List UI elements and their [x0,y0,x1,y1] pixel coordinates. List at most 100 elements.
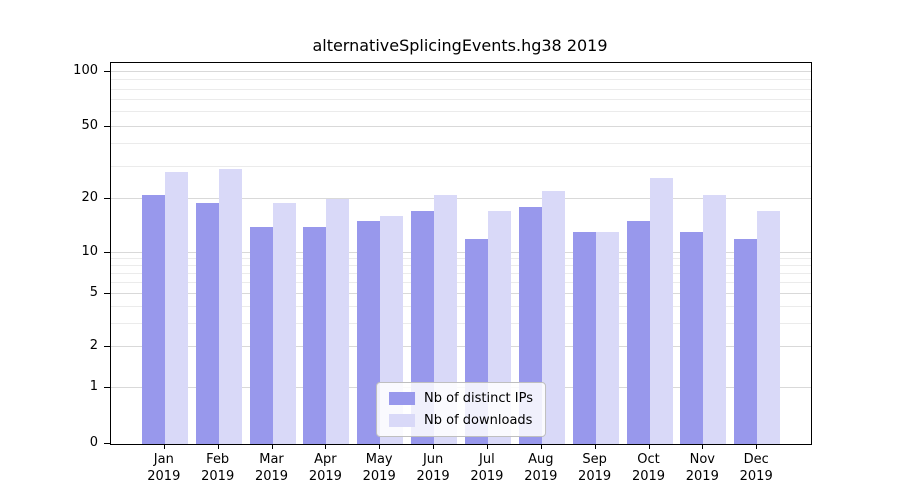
y-axis-tick-mark [104,252,110,253]
x-axis-tick-label-jul: Jul 2019 [452,451,522,485]
month-label: Jun [422,452,444,467]
y-axis-tick-mark [104,292,110,294]
bar-downloads-apr [326,198,350,444]
year-label: 2019 [524,469,558,484]
y-axis-tick-mark [104,346,110,348]
x-axis-tick-label-may: May 2019 [344,451,414,485]
year-label: 2019 [254,469,289,484]
minor-gridline [111,258,811,260]
y-axis-tick-mark [104,125,110,127]
x-axis-tick-label-mar: Mar 2019 [237,451,307,485]
x-axis-tick-mark [325,444,327,449]
x-axis-tick-mark [271,444,273,449]
x-axis-tick-label-dec: Dec 2019 [721,451,791,485]
x-axis-tick-label-feb: Feb 2019 [183,451,253,485]
legend-label: Nb of distinct IPs [424,391,533,406]
x-axis-tick-mark [648,444,650,449]
month-label: Dec [743,452,769,467]
y-axis-tick-mark [104,387,110,388]
legend-swatch-downloads [389,414,416,427]
legend-item-downloads: Nb of downloads [389,413,533,428]
major-gridline [111,71,811,72]
minor-gridline [111,272,811,274]
month-label: Mar [259,452,284,467]
major-gridline [111,125,811,127]
month-label: May [365,452,393,467]
year-label: 2019 [578,469,612,484]
major-gridline [111,346,811,348]
bar-downloads-jan [164,172,188,444]
y-axis-tick-label: 50 [81,117,98,133]
minor-gridline [111,111,811,113]
major-gridline [111,197,811,199]
x-axis-tick-label-oct: Oct 2019 [614,451,684,485]
year-label: 2019 [416,469,450,484]
plot-area: Nb of distinct IPs Nb of downloads [110,62,812,445]
x-axis-tick-mark [702,444,704,449]
month-label: Sep [582,452,607,467]
x-axis-tick-label-jan: Jan 2019 [129,451,199,485]
x-axis-tick-label-jun: Jun 2019 [398,451,468,485]
year-label: 2019 [739,469,773,484]
major-gridline [111,292,811,294]
bar-downloads-aug [541,191,565,444]
y-axis-tick-label: 20 [81,189,98,205]
y-axis-tick-label: 2 [89,338,98,354]
bar-ips-feb [195,202,219,444]
minor-gridline [111,305,811,307]
x-axis-tick-label-sep: Sep 2019 [560,451,630,485]
bar-downloads-sep [595,232,619,444]
bar-ips-may [357,221,381,444]
legend-label: Nb of downloads [424,413,533,428]
major-gridline [111,252,811,253]
x-axis-tick-mark [540,444,542,449]
bar-downloads-dec [757,211,781,444]
bar-ips-nov [680,232,704,444]
bar-downloads-feb [218,169,242,444]
legend-swatch-ips [389,392,416,405]
x-axis-tick-mark [756,444,758,449]
minor-gridline [111,99,811,100]
x-axis-tick-label-nov: Nov 2019 [667,451,737,485]
bar-ips-dec [734,238,758,444]
legend-item-ips: Nb of distinct IPs [389,391,533,406]
y-axis-tick-label: 1 [89,379,98,394]
minor-gridline [111,322,811,324]
minor-gridline [111,281,811,283]
bar-downloads-jun [434,194,458,444]
minor-gridline [111,88,811,90]
month-label: Jan [153,452,174,467]
month-label: Apr [314,452,337,467]
x-axis-tick-mark [433,444,435,449]
x-axis-tick-mark [594,444,596,449]
x-axis-tick-label-aug: Aug 2019 [506,451,576,485]
year-label: 2019 [362,469,396,484]
bar-ips-apr [303,226,327,444]
year-label: 2019 [201,469,235,484]
minor-gridline [111,79,811,81]
y-axis-tick-label: 0 [89,435,98,450]
y-axis-tick-mark [104,197,110,199]
bar-ips-oct [626,221,650,444]
year-label: 2019 [308,469,342,484]
year-label: 2019 [631,469,666,484]
month-label: Aug [528,452,554,467]
bar-ips-mar [249,226,273,444]
month-label: Oct [637,452,660,467]
year-label: 2019 [147,469,181,484]
bar-ips-sep [572,232,596,444]
month-label: Jul [479,452,495,467]
minor-gridline [111,143,811,144]
x-axis-tick-label-apr: Apr 2019 [290,451,360,485]
month-label: Nov [689,452,715,467]
year-label: 2019 [685,469,719,484]
chart-title: alternativeSplicingEvents.hg38 2019 [312,36,608,55]
month-label: Feb [206,452,230,467]
minor-gridline [111,165,811,167]
x-axis-tick-mark [486,444,488,449]
x-axis-tick-mark [379,444,381,449]
bar-downloads-oct [649,177,673,444]
x-axis-tick-mark [163,444,165,449]
y-axis-tick-label: 10 [81,244,98,259]
